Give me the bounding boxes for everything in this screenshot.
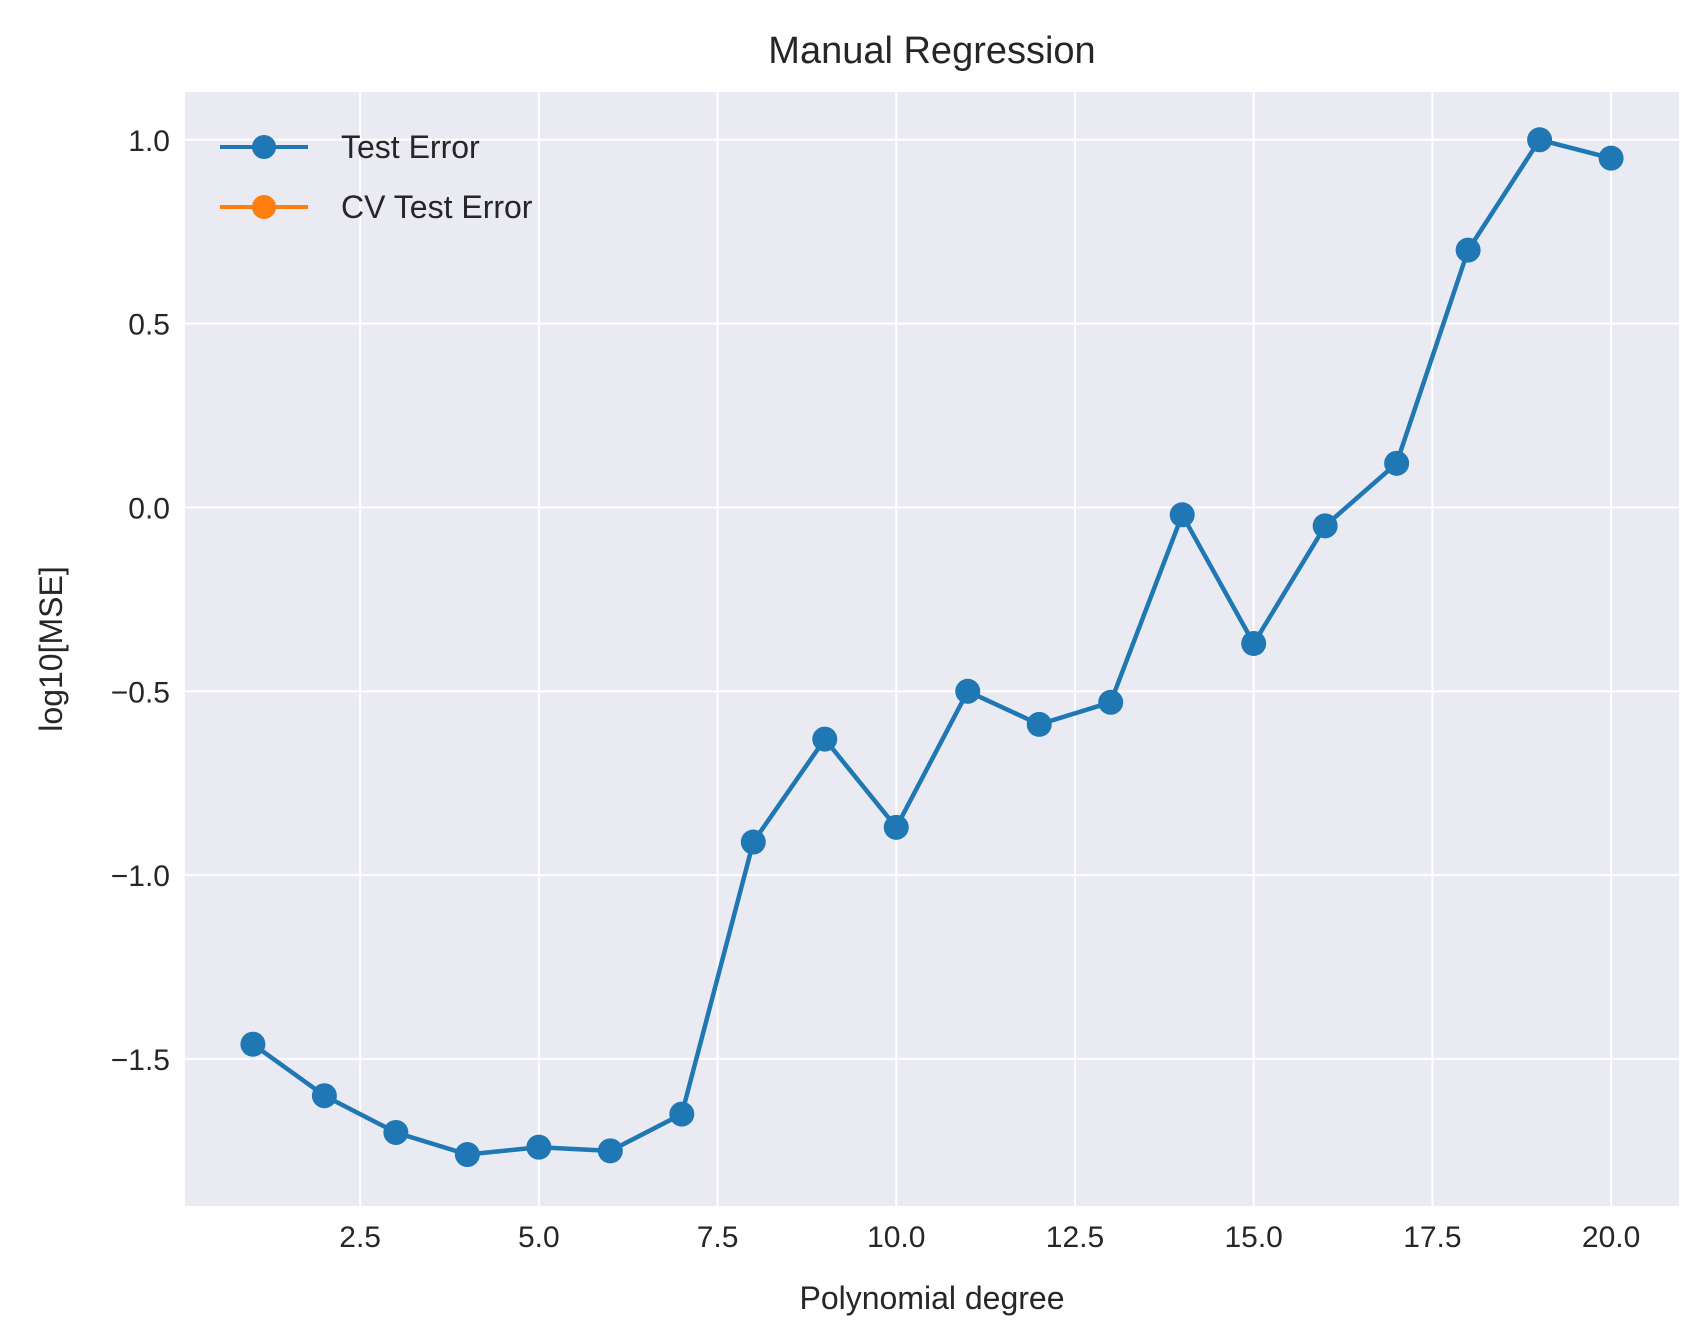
data-point <box>454 1142 480 1168</box>
y-tick-label: 1.0 <box>128 125 170 158</box>
x-tick-label: 10.0 <box>867 1221 925 1254</box>
data-point <box>1455 237 1481 263</box>
data-point <box>1312 513 1338 539</box>
x-tick-label: 7.5 <box>697 1221 739 1254</box>
data-point <box>1527 127 1553 153</box>
y-tick-label: −1.0 <box>111 860 170 893</box>
x-tick-label: 5.0 <box>518 1221 560 1254</box>
legend-label-cv-test-error: CV Test Error <box>341 189 533 225</box>
data-point <box>1026 711 1052 737</box>
data-point <box>1098 689 1124 715</box>
x-axis-label: Polynomial degree <box>799 1280 1064 1316</box>
y-axis-label: log10[MSE] <box>33 566 69 731</box>
data-point <box>526 1134 552 1160</box>
y-tick-label: 0.5 <box>128 309 170 342</box>
chart-title: Manual Regression <box>768 30 1095 72</box>
x-tick-label: 15.0 <box>1224 1221 1282 1254</box>
data-point <box>1169 502 1195 528</box>
data-point <box>1241 630 1267 656</box>
y-axis-ticks: −1.5 −1.0 −0.5 0.0 0.5 1.0 <box>111 125 170 1077</box>
y-tick-label: −1.5 <box>111 1044 170 1077</box>
x-tick-label: 17.5 <box>1403 1221 1461 1254</box>
legend-marker-test-error <box>252 135 276 159</box>
data-point <box>1598 145 1624 171</box>
legend: Test Error CV Test Error <box>220 129 533 225</box>
x-tick-label: 20.0 <box>1582 1221 1640 1254</box>
x-tick-label: 12.5 <box>1046 1221 1104 1254</box>
data-point <box>740 829 766 855</box>
data-point <box>311 1083 337 1109</box>
data-point <box>240 1031 266 1057</box>
grid <box>185 92 1679 1206</box>
data-point <box>1384 450 1410 476</box>
legend-label-test-error: Test Error <box>341 129 480 165</box>
y-tick-label: 0.0 <box>128 492 170 525</box>
y-tick-label: −0.5 <box>111 676 170 709</box>
data-point <box>883 814 909 840</box>
plot-area <box>185 92 1679 1206</box>
x-axis-ticks: 2.5 5.0 7.5 10.0 12.5 15.0 17.5 20.0 <box>339 1221 1640 1254</box>
data-point <box>669 1101 695 1127</box>
data-point <box>812 726 838 752</box>
legend-marker-cv-test-error <box>252 195 276 219</box>
series-layer <box>240 127 1624 1168</box>
data-point <box>955 678 981 704</box>
x-tick-label: 2.5 <box>339 1221 381 1254</box>
data-point <box>383 1119 409 1145</box>
data-point <box>597 1138 623 1164</box>
